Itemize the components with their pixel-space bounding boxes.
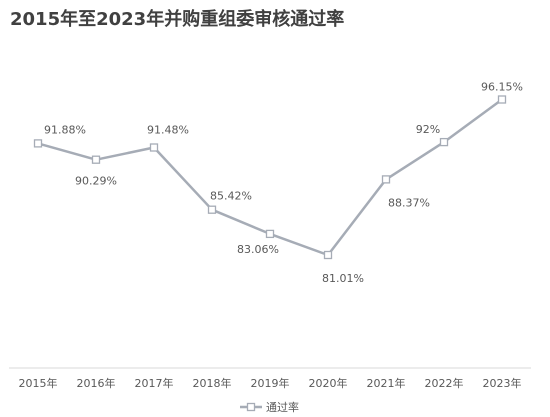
data-point-marker bbox=[265, 229, 275, 239]
legend: 通过率 bbox=[240, 400, 299, 414]
data-point-marker bbox=[323, 250, 333, 260]
x-tick-label: 2019年 bbox=[251, 376, 290, 390]
data-point-marker bbox=[149, 143, 159, 152]
x-tick-label: 2021年 bbox=[367, 376, 406, 390]
data-label: 92% bbox=[416, 123, 440, 136]
x-tick-label: 2023年 bbox=[483, 376, 522, 390]
data-label: 85.42% bbox=[210, 190, 252, 203]
data-point-marker bbox=[33, 139, 43, 148]
data-label: 81.01% bbox=[322, 272, 364, 285]
x-tick-label: 2020年 bbox=[309, 376, 348, 390]
data-label: 88.37% bbox=[388, 196, 430, 209]
data-point-marker bbox=[381, 175, 391, 184]
x-tick-label: 2015年 bbox=[19, 376, 58, 390]
data-point-marker bbox=[91, 155, 101, 164]
x-axis-ticks: 2015年 2016年 2017年 2018年 2019年 2020年 2021年 2022年… bbox=[19, 376, 522, 390]
data-label: 91.88% bbox=[44, 123, 86, 136]
x-tick-label: 2017年 bbox=[135, 376, 174, 390]
data-label: 96.15% bbox=[481, 81, 523, 94]
data-label: 83.06% bbox=[237, 243, 279, 256]
data-point-marker bbox=[439, 137, 449, 147]
x-tick-label: 2018年 bbox=[193, 376, 232, 390]
series-layer: 91.88% 90.29% 91.48% 85.42% 83.06% 81.01% 88.3… bbox=[33, 81, 523, 285]
legend-label: 通过率 bbox=[266, 400, 299, 414]
data-point-marker bbox=[207, 205, 217, 214]
data-label: 91.48% bbox=[147, 124, 189, 137]
data-label: 90.29% bbox=[75, 175, 117, 188]
legend-marker-swatch bbox=[246, 402, 256, 412]
x-tick-label: 2022年 bbox=[425, 376, 464, 390]
x-tick-label: 2016年 bbox=[77, 376, 116, 390]
data-point-marker bbox=[497, 95, 507, 104]
chart-title: 2015年至2023年并购重组委审核通过率 bbox=[10, 8, 344, 30]
